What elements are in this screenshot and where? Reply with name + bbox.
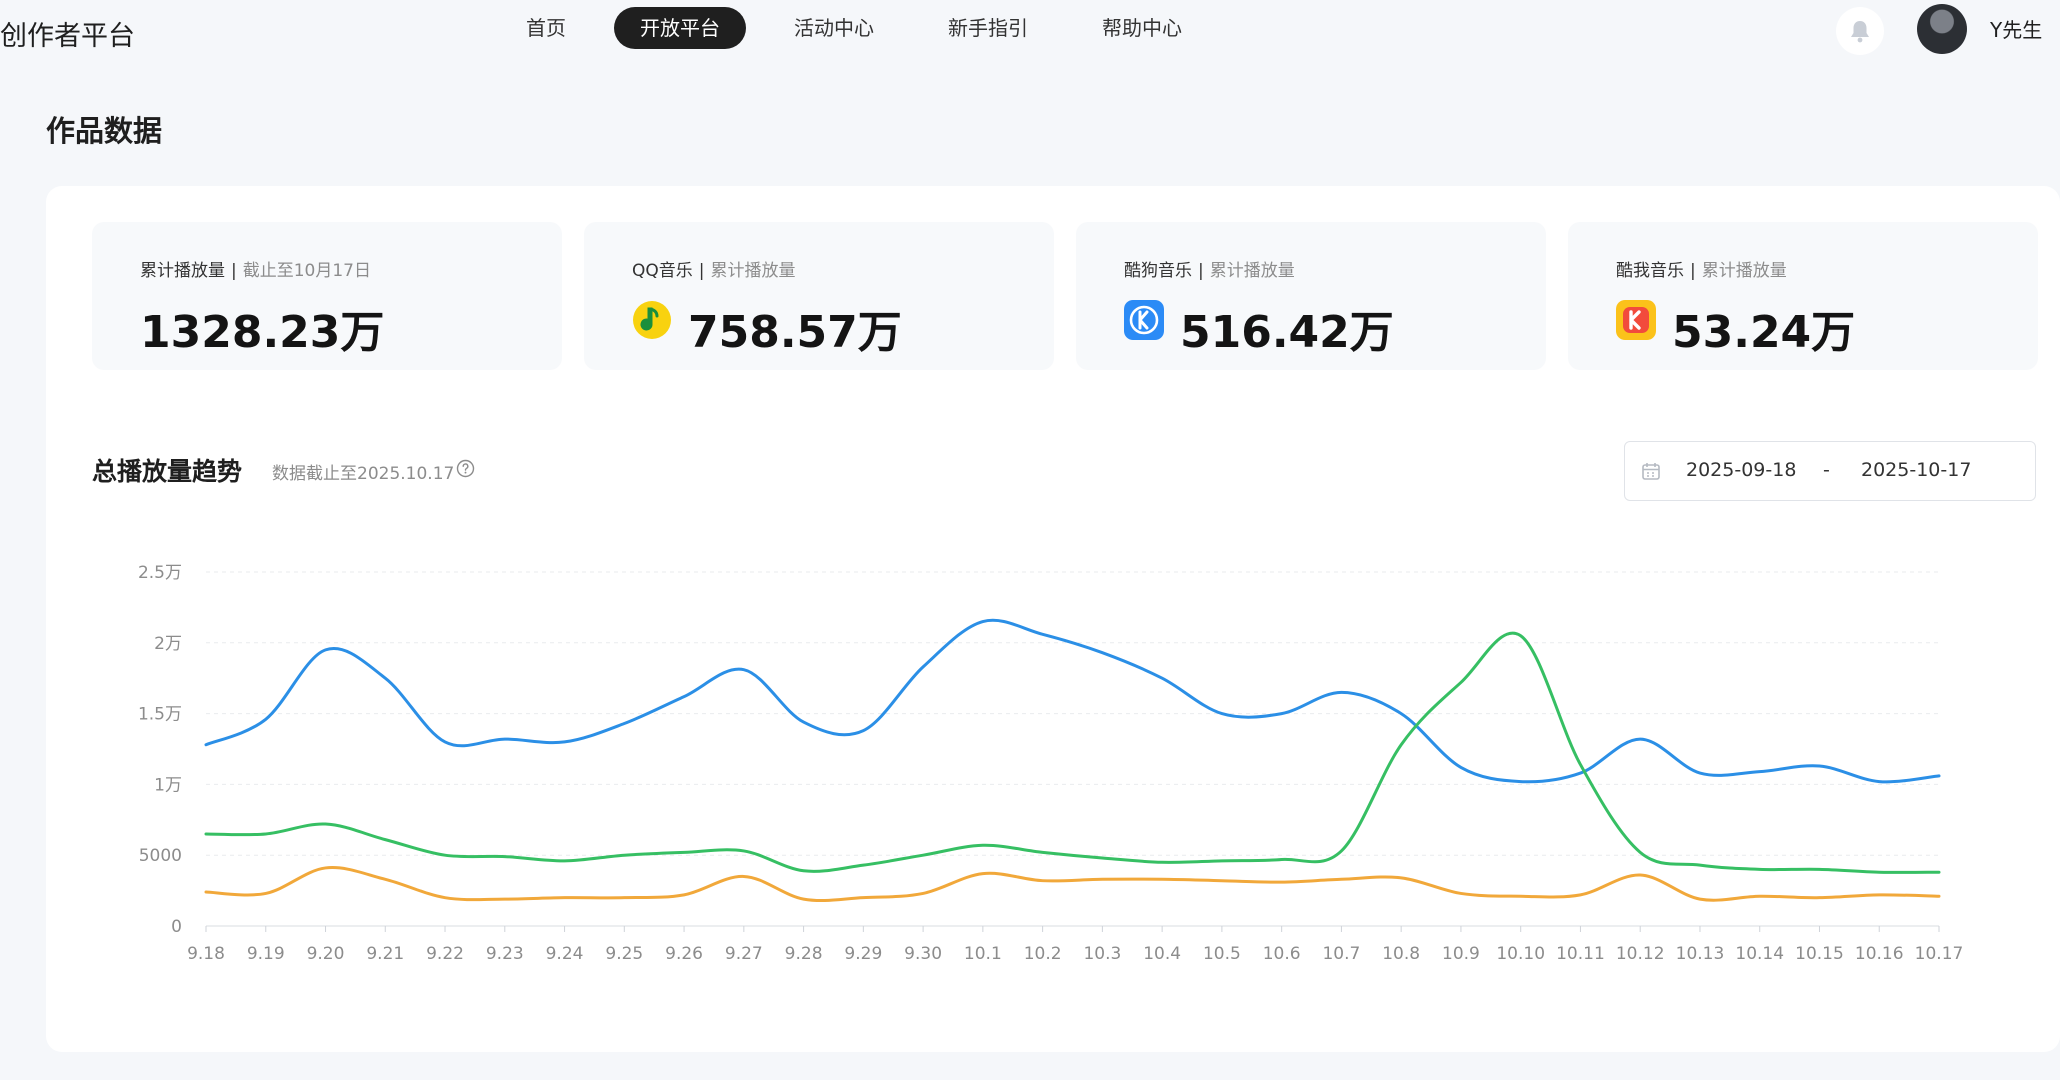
calendar-icon <box>1642 463 1660 480</box>
x-tick-label: 10.13 <box>1676 944 1725 964</box>
x-tick-label: 9.25 <box>605 944 643 964</box>
stat-card-qq-music: QQ音乐 | 累计播放量 758.57万 <box>584 222 1054 370</box>
nav-open-platform[interactable]: 开放平台 <box>614 7 746 49</box>
x-tick-label: 9.29 <box>844 944 882 964</box>
x-tick-label: 10.2 <box>1024 944 1062 964</box>
x-tick-label: 9.18 <box>187 944 225 964</box>
page-title: 作品数据 <box>46 114 163 148</box>
x-tick-label: 10.16 <box>1855 944 1904 964</box>
x-tick-label: 9.21 <box>366 944 404 964</box>
x-tick-label: 10.12 <box>1616 944 1665 964</box>
x-tick-label: 9.26 <box>665 944 703 964</box>
nav-events[interactable]: 活动中心 <box>794 16 874 40</box>
series-line-3 <box>204 866 1941 903</box>
kugou-icon <box>1124 300 1164 340</box>
nav-help[interactable]: 帮助中心 <box>1102 16 1182 40</box>
trend-subtitle: 数据截止至2025.10.17 <box>272 464 455 484</box>
date-to[interactable]: 2025-10-17 <box>1861 459 1972 481</box>
stat-card-kuwo: 酷我音乐 | 累计播放量 53.24万 <box>1568 222 2038 370</box>
x-tick-label: 10.1 <box>964 944 1002 964</box>
kuwo-icon <box>1616 300 1656 340</box>
stat-card-total: 累计播放量 | 截止至10月17日 1328.23万 <box>92 222 562 370</box>
stat-note: 累计播放量 <box>1209 261 1295 281</box>
bell-icon <box>1851 21 1869 43</box>
x-tick-label: 10.5 <box>1203 944 1241 964</box>
stat-note: 截止至10月17日 <box>242 261 371 281</box>
data-panel: 累计播放量 | 截止至10月17日 1328.23万 QQ音乐 | 累计播放量 758.… <box>46 186 2060 1052</box>
stat-value: 758.57万 <box>688 307 902 358</box>
stat-value: 53.24万 <box>1672 307 1856 358</box>
stat-card-kugou: 酷狗音乐 | 累计播放量 516.42万 <box>1076 222 1546 370</box>
x-tick-label: 9.27 <box>725 944 763 964</box>
x-tick-label: 9.19 <box>247 944 285 964</box>
x-tick-label: 10.6 <box>1263 944 1301 964</box>
x-tick-label: 9.20 <box>307 944 345 964</box>
x-tick-label: 9.24 <box>546 944 584 964</box>
stat-value: 1328.23万 <box>140 307 385 358</box>
y-tick-label: 1万 <box>154 775 182 795</box>
x-tick-label: 10.8 <box>1382 944 1420 964</box>
y-tick-label: 1.5万 <box>138 705 182 725</box>
x-tick-label: 9.30 <box>904 944 942 964</box>
date-separator: - <box>1823 459 1830 481</box>
x-tick-label: 10.10 <box>1496 944 1545 964</box>
stat-label: QQ音乐 <box>632 261 693 281</box>
top-nav: 首页 开放平台 活动中心 新手指引 帮助中心 <box>500 0 1230 56</box>
stat-value: 516.42万 <box>1180 307 1394 358</box>
x-tick-label: 10.15 <box>1795 944 1844 964</box>
x-tick-label: 9.28 <box>785 944 823 964</box>
y-tick-label: 2.5万 <box>138 563 182 583</box>
y-tick-label: 5000 <box>139 846 182 866</box>
y-tick-label: 2万 <box>154 634 182 654</box>
x-tick-label: 10.14 <box>1735 944 1784 964</box>
date-range-picker[interactable]: 2025-09-18 - 2025-10-17 <box>1624 441 2036 501</box>
x-tick-label: 10.7 <box>1322 944 1360 964</box>
x-tick-label: 10.9 <box>1442 944 1480 964</box>
nav-home[interactable]: 首页 <box>526 16 566 40</box>
y-tick-label: 0 <box>171 917 182 937</box>
username[interactable]: Y先生 <box>1990 18 2043 42</box>
stat-label: 酷狗音乐 <box>1124 261 1192 281</box>
x-tick-label: 10.3 <box>1083 944 1121 964</box>
x-tick-label: 9.22 <box>426 944 464 964</box>
trend-title: 总播放量趋势 <box>92 457 243 486</box>
stat-label: 酷我音乐 <box>1616 261 1684 281</box>
x-tick-label: 10.17 <box>1915 944 1964 964</box>
avatar[interactable] <box>1917 4 1967 54</box>
stat-note: 累计播放量 <box>1701 261 1787 281</box>
series-line-2 <box>204 631 1941 874</box>
x-tick-label: 10.11 <box>1556 944 1605 964</box>
stat-label: 累计播放量 <box>140 261 225 281</box>
date-from[interactable]: 2025-09-18 <box>1686 459 1797 481</box>
help-icon[interactable] <box>456 459 475 478</box>
brand-title: 创作者平台 <box>0 21 135 52</box>
trend-chart: 0 5000 1万 1.5万 2万 2.5万 9.18 9.19 9.20 9.21 9.22 9.2… <box>138 563 1964 964</box>
stat-note: 累计播放量 <box>710 261 796 281</box>
nav-guide[interactable]: 新手指引 <box>948 16 1028 40</box>
notification-button[interactable] <box>1836 7 1884 55</box>
series-line-1 <box>204 618 1941 784</box>
x-tick-label: 9.23 <box>486 944 524 964</box>
x-tick-label: 10.4 <box>1143 944 1181 964</box>
qq-music-icon <box>633 301 671 339</box>
